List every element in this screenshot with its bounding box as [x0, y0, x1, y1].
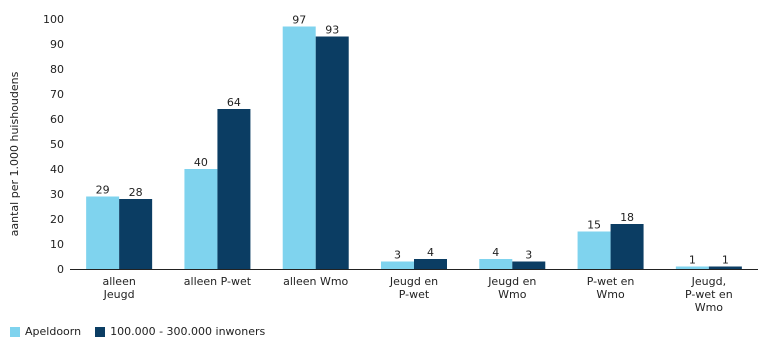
- data-label: 64: [227, 96, 241, 109]
- bar-apeldoorn: [184, 169, 217, 269]
- bar-reference: [119, 199, 152, 269]
- legend-label-apeldoorn: Apeldoorn: [25, 325, 81, 338]
- category-label: alleen Jeugd: [102, 275, 135, 301]
- y-tick-label: 20: [50, 213, 64, 226]
- y-tick-label: 80: [50, 63, 64, 76]
- category-label: Jeugd en P-wet: [389, 275, 438, 301]
- bar-apeldoorn: [86, 197, 119, 270]
- bar-reference: [414, 259, 447, 269]
- data-label: 29: [96, 184, 110, 197]
- y-axis-label: aantal per 1.000 huishoudens: [8, 71, 21, 236]
- data-label: 1: [689, 254, 696, 267]
- y-tick-label: 100: [43, 13, 64, 26]
- data-label: 28: [129, 186, 143, 199]
- data-label: 97: [292, 14, 306, 27]
- data-label: 3: [525, 249, 532, 262]
- bars-group: 29 28 40 64 97 93 3 4 4 3 15 18 1 1: [86, 14, 742, 270]
- category-label: Jeugd, P-wet en Wmo: [685, 275, 733, 314]
- y-tick-label: 60: [50, 113, 64, 126]
- bar-apeldoorn: [283, 27, 316, 270]
- data-label: 18: [620, 211, 634, 224]
- legend: Apeldoorn 100.000 - 300.000 inwoners: [10, 325, 279, 338]
- bar-reference: [217, 109, 250, 269]
- legend-swatch-100000-300000: [95, 327, 105, 337]
- category-label: Jeugd en Wmo: [487, 275, 536, 301]
- category-label: P-wet en Wmo: [587, 275, 635, 301]
- bar-apeldoorn: [676, 267, 709, 270]
- data-label: 3: [394, 249, 401, 262]
- y-axis-ticks: 0 10 20 30 40 50 60 70 80 90 100: [43, 13, 64, 276]
- category-label: alleen Wmo: [283, 275, 348, 288]
- y-tick-label: 50: [50, 138, 64, 151]
- y-tick-label: 70: [50, 88, 64, 101]
- x-axis: alleen Jeugd alleen P-wet alleen Wmo Jeugd e…: [70, 270, 758, 315]
- y-tick-label: 30: [50, 188, 64, 201]
- bar-chart: aantal per 1.000 huishoudens 0 10 20 30 40 50…: [0, 0, 758, 320]
- legend-label-100000-300000: 100.000 - 300.000 inwoners: [110, 325, 265, 338]
- bar-apeldoorn: [479, 259, 512, 269]
- legend-swatch-apeldoorn: [10, 327, 20, 337]
- y-tick-label: 90: [50, 38, 64, 51]
- bar-reference: [611, 224, 644, 269]
- data-label: 40: [194, 156, 208, 169]
- bar-reference: [512, 262, 545, 270]
- y-tick-label: 10: [50, 238, 64, 251]
- y-tick-label: 0: [57, 263, 64, 276]
- y-axis-label-group: aantal per 1.000 huishoudens: [8, 71, 21, 236]
- category-label: alleen P-wet: [184, 275, 252, 288]
- legend-item-100000-300000: 100.000 - 300.000 inwoners: [95, 325, 265, 338]
- data-label: 1: [722, 254, 729, 267]
- y-tick-label: 40: [50, 163, 64, 176]
- bar-apeldoorn: [578, 232, 611, 270]
- bar-reference: [316, 37, 349, 270]
- data-label: 4: [492, 246, 499, 259]
- bar-reference: [709, 267, 742, 270]
- data-label: 4: [427, 246, 434, 259]
- bar-apeldoorn: [381, 262, 414, 270]
- data-label: 93: [325, 24, 339, 37]
- data-label: 15: [587, 219, 601, 232]
- legend-item-apeldoorn: Apeldoorn: [10, 325, 81, 338]
